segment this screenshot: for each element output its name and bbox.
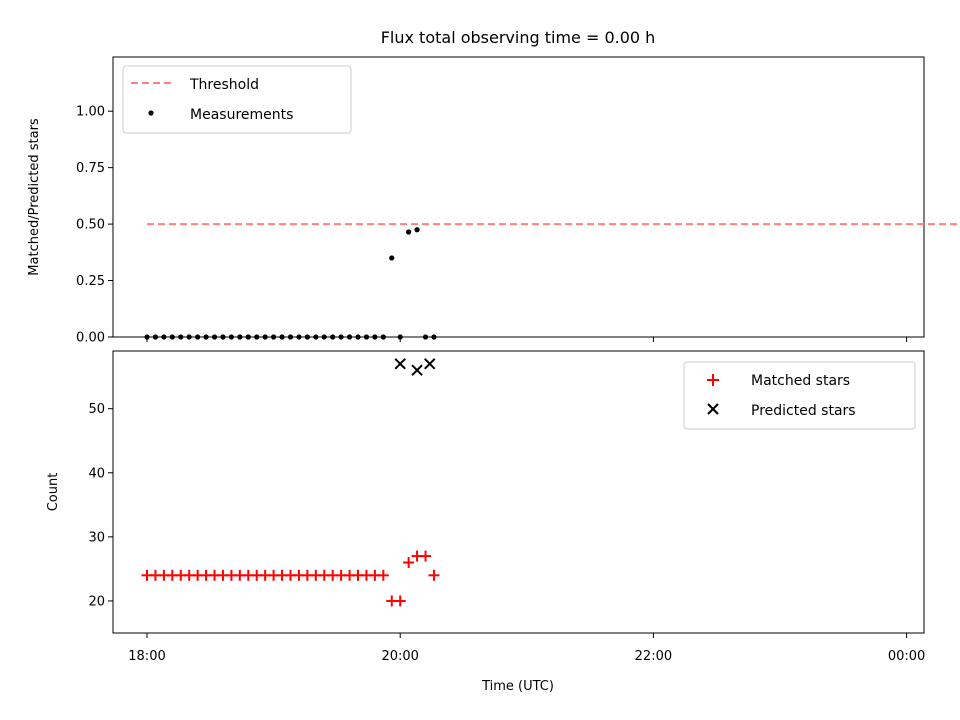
bottom-y-axis-label: Count [46,473,61,512]
top-plot-marks [144,223,960,340]
top-y-tick-label: 0.25 [76,274,105,289]
measurement-point [346,334,353,340]
top-legend: Threshold Measurements [122,65,352,134]
bottom-y-tick-label: 20 [88,594,105,609]
bottom-legend: Matched stars Predicted stars [683,361,916,430]
top-y-tick-label: 0.50 [76,218,105,233]
bottom-plot-frame [112,350,925,634]
measurement-point [186,334,192,340]
chart-title: Flux total observing time = 0.00 h [381,28,656,47]
legend-matched-swatch [707,374,719,386]
x-tick-label: 18:00 [128,649,165,664]
measurement-point [321,334,327,340]
measurement-point [380,334,386,340]
measurement-point [389,255,395,261]
top-y-tick-label: 0.75 [76,161,105,176]
bottom-y-tick-label: 30 [88,530,105,545]
bottom-legend-box [683,361,916,430]
measurement-point [287,334,294,340]
bottom-plot-marks [141,358,440,607]
measurement-point [338,334,344,340]
top-y-tick-label: 1.00 [76,105,105,120]
measurement-point [431,334,437,340]
measurement-point [330,334,336,340]
bottom-y-tick-label: 40 [88,466,105,481]
legend-matched-label: Matched stars [751,373,850,389]
top-x-axis [146,337,908,342]
legend-predicted-swatch [707,403,719,415]
measurement-point [363,334,370,340]
measurement-point [262,334,268,340]
x-tick-label: 20:00 [381,649,418,664]
x-tick-label: 00:00 [888,649,925,664]
measurement-point [313,334,319,340]
measurement-point [237,334,243,340]
bottom-y-axis: 20 30 40 50 [88,402,113,609]
measurement-point [279,334,285,340]
measurement-point [296,334,302,340]
x-tick-label: 22:00 [635,649,672,664]
measurement-point [406,229,412,235]
predicted-star-point [424,358,436,370]
measurement-point [169,334,175,340]
measurement-point [414,227,420,233]
matched-star-point [420,550,432,562]
measurement-point [152,334,159,340]
legend-measurements-swatch [148,110,154,116]
legend-predicted-label: Predicted stars [751,403,856,419]
measurement-point [228,334,234,340]
predicted-star-point [411,364,423,376]
measurement-point [220,334,226,340]
measurement-point [211,334,218,340]
legend-measurements-label: Measurements [190,107,293,123]
measurement-point [178,334,184,340]
legend-threshold-label: Threshold [189,77,259,93]
matched-star-point [394,595,406,607]
top-y-axis-label: Matched/Predicted stars [27,118,42,276]
measurement-point [304,334,310,340]
measurement-point [203,334,209,340]
measurement-point [271,334,277,340]
matched-star-point [377,569,389,581]
top-y-axis: 0.00 0.25 0.50 0.75 1.00 [76,105,113,346]
measurement-point [195,334,201,340]
measurement-point [254,334,260,340]
measurement-point [422,334,429,340]
measurement-point [161,334,167,340]
top-plot-frame [112,56,925,338]
x-axis-label: Time (UTC) [481,679,554,694]
top-y-tick-label: 0.00 [76,331,105,346]
matched-star-point [403,557,415,568]
measurement-point [372,334,378,340]
predicted-star-point [394,358,406,370]
bottom-y-tick-label: 50 [88,402,105,417]
top-panel: 0.00 0.25 0.50 0.75 1.00 Matched/Predicted s… [27,56,960,346]
matched-star-point [428,569,440,581]
top-legend-box [122,65,352,134]
measurement-point [355,334,361,340]
measurement-point [245,334,251,340]
